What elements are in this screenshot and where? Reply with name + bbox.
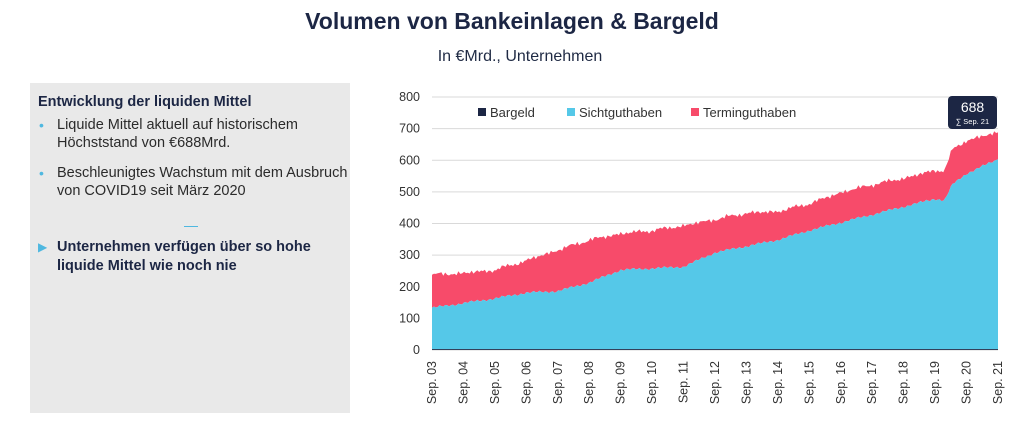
axis-labels: 0 100 200 300 400 500 600 700 800 Sep. 03 Sep. 04 S…: [399, 90, 1005, 404]
terminguthaben-area: [432, 131, 998, 308]
y-tick-label: 0: [413, 343, 420, 357]
y-tick-label: 400: [399, 217, 420, 231]
x-tick-label: Sep. 10: [645, 361, 659, 404]
legend-label: Terminguthaben: [703, 105, 796, 120]
conclusion-text: Unternehmen verfügen über so hohe liquid…: [57, 239, 311, 274]
x-tick-label: Sep. 09: [614, 361, 628, 404]
x-tick-label: Sep. 08: [582, 361, 596, 404]
y-tick-label: 200: [399, 280, 420, 294]
y-tick-label: 300: [399, 248, 420, 262]
x-tick-label: Sep. 12: [708, 361, 722, 404]
total-label: ∑ Sep. 21: [956, 117, 989, 126]
arrow-right-icon: ▶: [38, 240, 48, 254]
x-tick-label: Sep. 07: [551, 361, 565, 404]
area-series: [432, 131, 998, 350]
legend-swatch: [478, 108, 486, 116]
bullet-text: Beschleunigtes Wachstum mit dem Ausbruch…: [57, 165, 348, 199]
x-tick-label: Sep. 20: [960, 361, 974, 404]
chart-subtitle: In €Mrd., Unternehmen: [437, 48, 603, 65]
y-tick-label: 500: [399, 185, 420, 199]
x-tick-label: Sep. 19: [928, 361, 942, 404]
legend-swatch: [567, 108, 575, 116]
x-tick-label: Sep. 14: [771, 361, 785, 404]
x-tick-label: Sep. 05: [488, 361, 502, 404]
legend: Bargeld Sichtguthaben Terminguthaben: [478, 105, 796, 120]
x-tick-label: Sep. 11: [677, 361, 691, 403]
bullet-dot-icon: •: [39, 165, 44, 181]
y-tick-label: 600: [399, 153, 420, 167]
panel-title: Entwicklung der liquiden Mittel: [38, 94, 252, 110]
bullet-item: • Beschleunigtes Wachstum mit dem Ausbru…: [38, 164, 348, 200]
y-tick-label: 100: [399, 311, 420, 325]
x-tick-label: Sep. 15: [802, 361, 816, 404]
y-tick-label: 700: [399, 122, 420, 136]
bullet-text: Liquide Mittel aktuell auf historischem …: [57, 117, 298, 151]
x-tick-label: Sep. 13: [739, 361, 753, 404]
total-annotation: 688 ∑ Sep. 21: [948, 96, 997, 129]
x-tick-label: Sep. 17: [865, 361, 879, 404]
divider: [184, 226, 198, 227]
bullet-item: • Liquide Mittel aktuell auf historische…: [38, 116, 348, 152]
x-tick-label: Sep. 04: [456, 361, 470, 404]
x-tick-label: Sep. 06: [519, 361, 533, 404]
x-tick-label: Sep. 18: [897, 361, 911, 404]
bargeld-area: [432, 349, 998, 350]
bullet-dot-icon: •: [39, 117, 44, 133]
total-badge: [948, 96, 997, 129]
y-tick-label: 800: [399, 90, 420, 104]
bullet-list: • Liquide Mittel aktuell auf historische…: [38, 116, 348, 212]
info-panel: Entwicklung der liquiden Mittel • Liquid…: [30, 83, 350, 413]
legend-swatch: [691, 108, 699, 116]
x-tick-label: Sep. 21: [991, 361, 1005, 404]
legend-label: Bargeld: [490, 105, 535, 120]
legend-label: Sichtguthaben: [579, 105, 662, 120]
chart-title: Volumen von Bankeinlagen & Bargeld: [305, 8, 719, 34]
conclusion: ▶ Unternehmen verfügen über so hohe liqu…: [38, 238, 357, 276]
total-value: 688: [961, 99, 985, 115]
sichtguthaben-area: [432, 159, 998, 350]
x-tick-label: Sep. 16: [834, 361, 848, 404]
x-tick-label: Sep. 03: [425, 361, 439, 404]
